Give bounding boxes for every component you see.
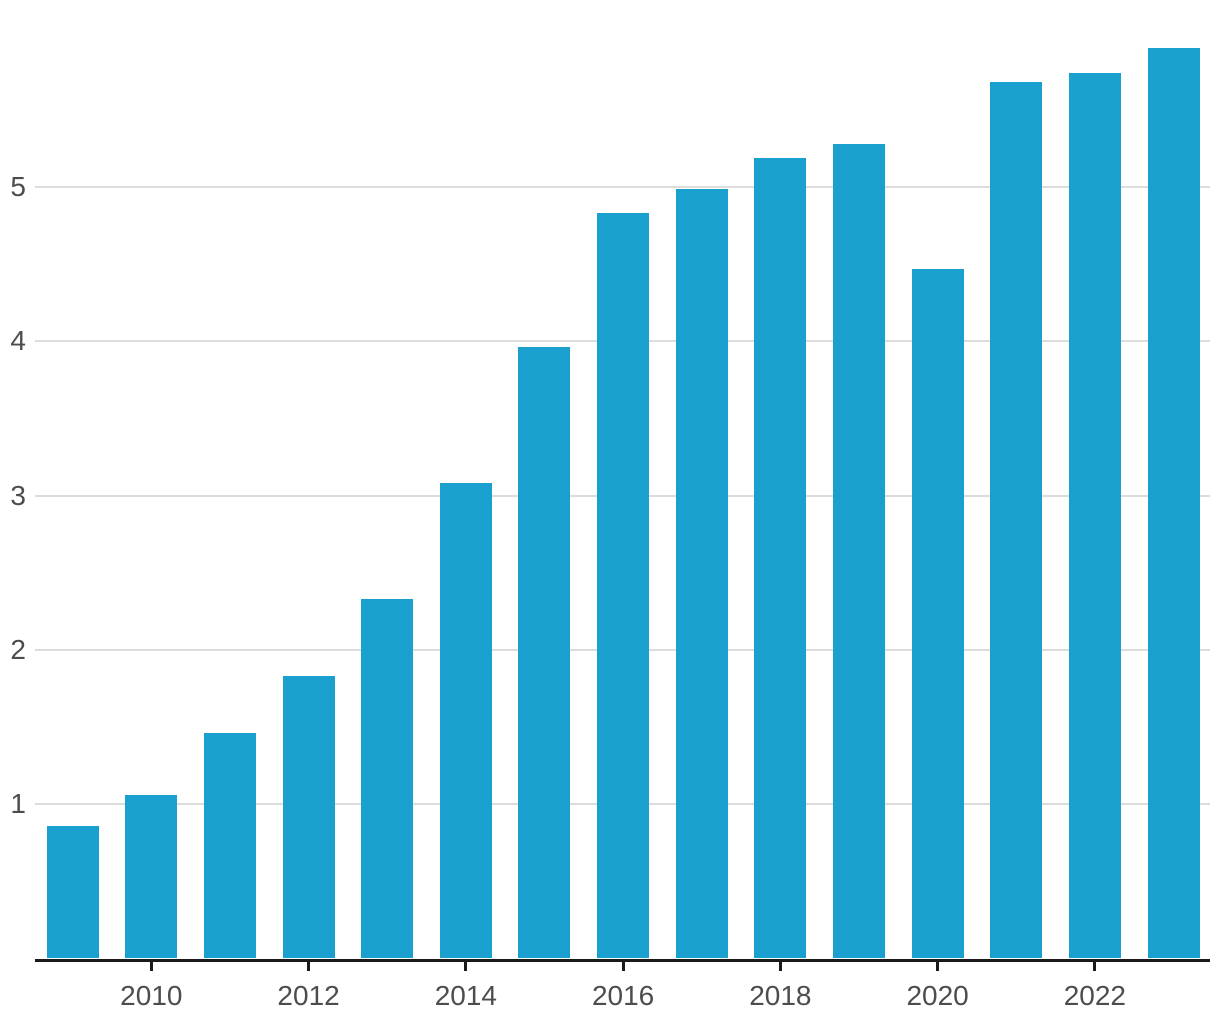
bar-2013: [361, 598, 414, 959]
x-axis-tick: [464, 961, 468, 971]
x-axis-tick-label: 2012: [277, 980, 340, 1011]
bar-2012: [282, 676, 335, 959]
x-axis-tick-label: 2010: [120, 980, 183, 1011]
bar-2010: [125, 794, 178, 959]
bar-2009: [46, 825, 99, 959]
x-axis-tick-label: 2014: [434, 980, 497, 1011]
bar-2017: [675, 188, 728, 959]
x-axis-tick-label: 2020: [906, 980, 969, 1011]
y-axis-tick-label: 4: [10, 325, 26, 357]
bar-2022: [1068, 72, 1121, 959]
bar-2019: [833, 143, 885, 959]
y-axis-tick-label: 3: [10, 479, 26, 511]
x-axis-tick: [778, 961, 782, 971]
bar-2015: [518, 347, 571, 959]
x-axis-tick: [149, 961, 153, 971]
x-axis-tick-label: 2022: [1063, 980, 1127, 1011]
bar-2016: [597, 213, 650, 959]
y-axis-tick-label: 5: [10, 171, 26, 202]
bar-2020: [911, 268, 964, 959]
x-axis-tick: [307, 961, 311, 971]
bar-2018: [754, 157, 807, 959]
x-axis-tick: [621, 961, 625, 971]
y-axis-tick-label: 1: [10, 788, 26, 820]
y-axis-tick-label: 2: [10, 633, 26, 665]
x-axis-tick: [1093, 961, 1097, 971]
x-axis-tick-label: 2016: [591, 980, 655, 1011]
x-axis-tick: [936, 961, 940, 971]
y-gridline: [35, 186, 1210, 188]
bar-2011: [203, 733, 256, 959]
x-axis-line: [35, 958, 1210, 962]
x-axis-tick-label: 2018: [749, 980, 812, 1011]
bar-2021: [990, 82, 1043, 959]
bar-2014: [439, 483, 492, 959]
bar-2023: [1147, 48, 1200, 959]
